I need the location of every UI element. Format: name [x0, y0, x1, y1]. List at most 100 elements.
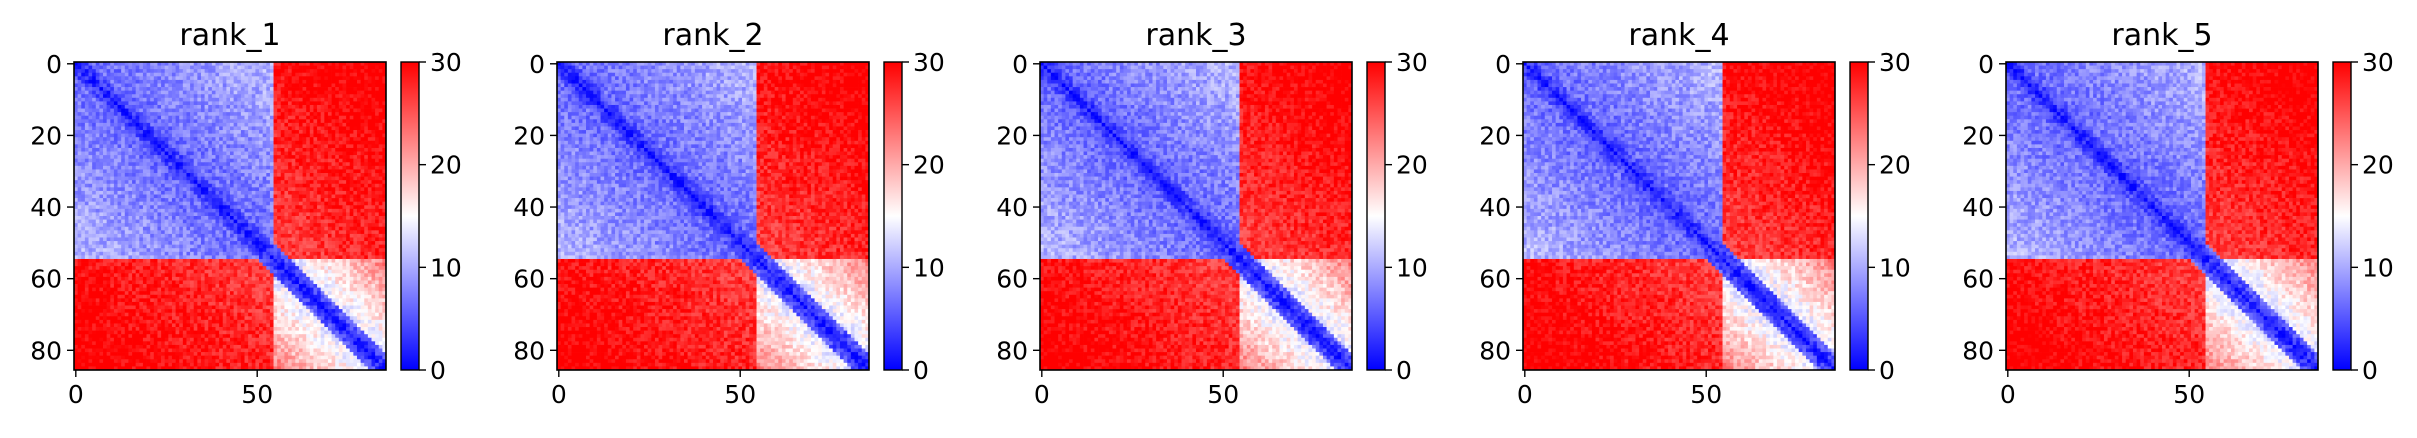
- heatmap-cell: [338, 122, 343, 127]
- heatmap-cell: [378, 233, 383, 238]
- heatmap-cell: [161, 108, 166, 113]
- heatmap-cell: [269, 151, 274, 156]
- heatmap-cell: [338, 162, 343, 167]
- heatmap-cell: [157, 251, 162, 256]
- heatmap-cell: [284, 212, 289, 217]
- heatmap-cell: [197, 147, 202, 152]
- heatmap-cell: [324, 62, 329, 66]
- heatmap-cell: [219, 104, 224, 109]
- heatmap-cell: [313, 69, 318, 74]
- heatmap-cell: [291, 258, 296, 263]
- heatmap-cell: [371, 144, 376, 149]
- heatmap-cell: [248, 65, 253, 70]
- heatmap-cell: [150, 87, 155, 91]
- heatmap-cell: [200, 72, 205, 77]
- heatmap-cell: [150, 173, 155, 177]
- heatmap-cell: [175, 97, 180, 102]
- heatmap-cell: [121, 76, 126, 81]
- heatmap-cell: [259, 65, 263, 70]
- heatmap-cell: [95, 194, 100, 199]
- heatmap-cell: [92, 79, 97, 84]
- heatmap-cell: [378, 112, 383, 117]
- heatmap-cell: [375, 233, 380, 238]
- heatmap-cell: [244, 255, 249, 260]
- heatmap-cell: [219, 151, 224, 156]
- heatmap-cell: [110, 169, 115, 174]
- heatmap-cell: [103, 165, 107, 170]
- heatmap-cell: [237, 201, 242, 206]
- heatmap-cell: [121, 198, 126, 203]
- heatmap-cell: [360, 83, 365, 88]
- heatmap-cell: [139, 140, 144, 145]
- heatmap-cell: [226, 87, 231, 91]
- heatmap-cell: [106, 158, 111, 163]
- heatmap-cell: [74, 180, 78, 185]
- heatmap-cell: [103, 104, 107, 109]
- heatmap-cell: [291, 133, 296, 138]
- heatmap-cell: [320, 112, 325, 117]
- heatmap-cell: [208, 151, 213, 156]
- heatmap-cell: [309, 151, 314, 156]
- heatmap-cell: [291, 62, 296, 66]
- heatmap-cell: [240, 180, 245, 185]
- heatmap-cell: [371, 190, 376, 195]
- heatmap-cell: [113, 176, 118, 181]
- heatmap-cell: [182, 144, 187, 149]
- heatmap-cell: [95, 205, 100, 210]
- heatmap-cell: [327, 158, 332, 163]
- heatmap-cell: [367, 119, 372, 124]
- heatmap-cell: [356, 126, 361, 131]
- heatmap-cell: [327, 112, 332, 117]
- heatmap-cell: [121, 147, 126, 152]
- heatmap-cell: [309, 248, 314, 253]
- heatmap-cell: [230, 158, 234, 163]
- heatmap-cell: [233, 126, 238, 131]
- heatmap-cell: [171, 133, 176, 138]
- heatmap-cell: [255, 173, 260, 177]
- heatmap-cell: [266, 176, 271, 181]
- heatmap-cell: [342, 198, 347, 203]
- heatmap-cell: [74, 155, 78, 160]
- heatmap-cell: [346, 251, 351, 256]
- heatmap-cell: [226, 147, 231, 152]
- heatmap-cell: [193, 97, 198, 102]
- heatmap-cell: [269, 126, 274, 131]
- heatmap-cell: [230, 198, 234, 203]
- heatmap-cell: [222, 266, 227, 271]
- heatmap-cell: [106, 76, 111, 81]
- heatmap-cell: [367, 251, 372, 256]
- heatmap-cell: [230, 162, 234, 167]
- heatmap-cell: [175, 205, 180, 210]
- heatmap-cell: [222, 112, 227, 117]
- heatmap-cell: [273, 266, 278, 271]
- heatmap-cell: [197, 62, 202, 66]
- heatmap-cell: [182, 169, 187, 174]
- heatmap-cell: [269, 208, 274, 213]
- heatmap-cell: [320, 147, 325, 152]
- heatmap-cell: [99, 187, 104, 192]
- heatmap-cell: [295, 176, 300, 181]
- heatmap-cell: [77, 208, 82, 213]
- heatmap-cell: [342, 72, 347, 77]
- heatmap-cell: [317, 190, 322, 195]
- heatmap-cell: [142, 137, 147, 142]
- heatmap-cell: [128, 158, 133, 163]
- heatmap-cell: [313, 101, 318, 106]
- heatmap-cell: [346, 216, 351, 220]
- heatmap-cell: [110, 219, 115, 224]
- heatmap-cell: [81, 180, 86, 185]
- heatmap-cell: [327, 119, 332, 124]
- heatmap-cell: [103, 115, 107, 120]
- heatmap-cell: [306, 187, 311, 192]
- heatmap-cell: [313, 262, 318, 267]
- heatmap-cell: [204, 216, 209, 220]
- heatmap-cell: [186, 187, 191, 192]
- heatmap-cell: [142, 108, 147, 113]
- heatmap-cell: [360, 122, 365, 127]
- heatmap-cell: [309, 119, 314, 124]
- heatmap-cell: [237, 212, 242, 217]
- heatmap-cell: [150, 255, 155, 260]
- heatmap-cell: [219, 198, 224, 203]
- heatmap-cell: [284, 230, 289, 235]
- heatmap-cell: [186, 233, 191, 238]
